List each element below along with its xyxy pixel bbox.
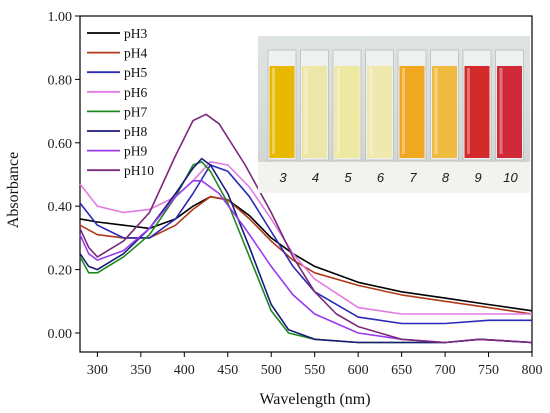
cuvette-label: 7 (409, 170, 417, 185)
cuvette-10: 10 (495, 49, 524, 185)
legend-label-ph4: pH4 (124, 46, 147, 61)
legend-label-ph10: pH10 (124, 163, 154, 178)
x-tick-label: 650 (391, 363, 412, 378)
cuvette-3: 3 (267, 49, 297, 185)
glass-highlight (369, 68, 373, 154)
y-tick-label: 0.60 (48, 137, 73, 152)
series-line-ph3 (79, 195, 533, 312)
y-tick-label: 1.00 (48, 10, 73, 25)
glass-highlight (499, 68, 503, 154)
x-tick-label: 350 (130, 363, 151, 378)
glass-highlight (337, 68, 340, 154)
series-line-ph10 (79, 113, 533, 344)
legend-label-ph8: pH8 (124, 124, 147, 139)
cuvette-liquid (334, 66, 360, 158)
cuvette-8: 8 (430, 49, 459, 185)
x-tick-label: 550 (304, 363, 325, 378)
x-tick-label: 500 (261, 363, 282, 378)
cuvette-liquid (464, 66, 490, 158)
x-tick-label: 700 (435, 363, 456, 378)
cuvette-label: 4 (312, 170, 319, 185)
glass-highlight (304, 68, 308, 154)
legend-label-ph3: pH3 (124, 26, 147, 41)
x-tick-label: 600 (348, 363, 369, 378)
legend-label-ph7: pH7 (124, 104, 147, 119)
cuvette-liquid (302, 66, 327, 158)
cuvette-label: 8 (442, 170, 450, 185)
cuvette-5: 5 (332, 49, 362, 185)
legend-label-ph9: pH9 (124, 144, 147, 159)
cuvette-label: 5 (344, 170, 352, 185)
series-line-ph6 (79, 161, 532, 315)
glass-highlight (467, 68, 470, 154)
x-tick-label: 300 (87, 363, 108, 378)
x-axis-label: Wavelength (nm) (259, 391, 370, 408)
cuvette-label: 10 (503, 170, 518, 185)
cuvette-9: 9 (462, 49, 492, 185)
y-tick-label: 0.20 (48, 264, 73, 279)
y-tick-label: 0.00 (48, 327, 73, 342)
x-tick-label: 750 (478, 363, 499, 378)
cuvette-label: 3 (279, 170, 287, 185)
legend-label-ph5: pH5 (124, 65, 147, 80)
y-tick-label: 0.40 (48, 200, 73, 215)
x-tick-label: 400 (174, 363, 195, 378)
y-tick-label: 0.80 (48, 73, 73, 88)
legend-label-ph6: pH6 (124, 85, 147, 100)
cuvette-4: 4 (300, 49, 329, 185)
series-line-ph8 (79, 157, 533, 344)
glass-highlight (402, 68, 405, 154)
cuvette-7: 7 (397, 49, 427, 185)
cuvette-liquid (399, 66, 425, 158)
glass-highlight (434, 68, 438, 154)
cuvette-liquid (432, 66, 457, 158)
cuvette-label: 9 (474, 170, 481, 185)
axis-ticks: 300 350 400 450 500 550 600 650 700 750 800 0.00 0.2… (48, 10, 543, 378)
cuvette-liquid (269, 66, 295, 158)
legend: pH3 pH4 pH5 pH6 pH7 pH8 pH9 pH10 (87, 26, 154, 178)
inset-table-surface (258, 162, 530, 193)
series-lines (79, 113, 533, 344)
cuvette-label: 6 (377, 170, 385, 185)
y-axis-label: Absorbance (5, 152, 22, 228)
cuvette-photo-inset: 3 4 5 6 7 8 9 10 (258, 36, 530, 193)
cuvette-liquid (367, 66, 392, 158)
glass-highlight (272, 68, 275, 154)
cuvette-liquid (497, 66, 522, 158)
cuvette-6: 6 (365, 49, 394, 185)
x-tick-label: 800 (522, 363, 543, 378)
x-tick-label: 450 (217, 363, 238, 378)
